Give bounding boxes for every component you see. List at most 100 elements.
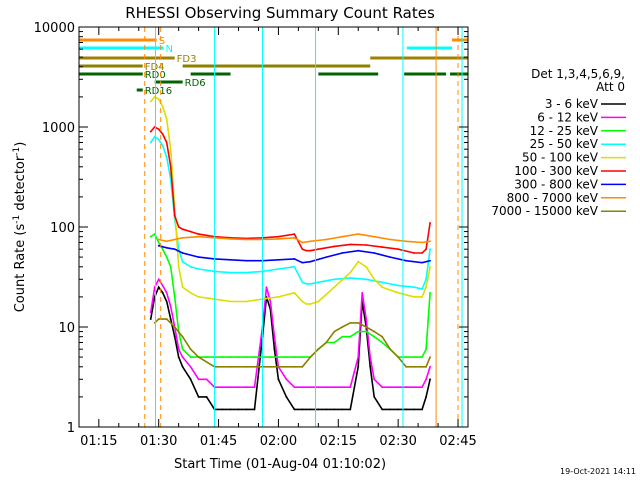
series-point (389, 386, 392, 389)
series-point (277, 365, 280, 368)
series-point (245, 238, 248, 241)
series-point (293, 257, 296, 260)
series-line (150, 125, 431, 254)
series-point (277, 258, 280, 261)
series-point (365, 278, 368, 281)
series-point (421, 252, 424, 254)
series-point (253, 408, 256, 411)
chart-title: RHESSI Observing Summary Count Rates (125, 4, 435, 22)
series-point (293, 236, 296, 239)
series-point (245, 300, 248, 303)
series-point (237, 408, 240, 411)
series-point (341, 252, 344, 254)
series-point (157, 238, 160, 241)
series-point (429, 221, 431, 224)
series-point (181, 228, 184, 231)
series-point (341, 408, 344, 411)
series-point (309, 408, 312, 411)
series-point (161, 248, 164, 251)
series-point (333, 245, 336, 248)
series-point (277, 295, 280, 298)
series-point (173, 335, 176, 338)
legend-label: 100 - 300 keV (514, 164, 598, 178)
series-point (301, 356, 304, 359)
series-point (173, 248, 176, 251)
series-point (149, 141, 152, 144)
y-tick-label: 100 (50, 221, 75, 236)
series-point (413, 408, 416, 411)
series-point (309, 282, 312, 285)
series-point (157, 128, 160, 131)
series-point (149, 130, 152, 133)
legend-header-detectors: Det 1,3,4,5,6,9, (531, 67, 625, 81)
series-point (413, 386, 416, 389)
series-point (421, 295, 424, 298)
legend-label: 3 - 6 keV (545, 97, 599, 111)
x-tick-label: 02:30 (379, 434, 416, 449)
series-point (205, 356, 208, 359)
series-point (229, 300, 232, 303)
series-point (293, 408, 296, 411)
series-point (397, 284, 400, 287)
series-point (197, 356, 200, 359)
series-point (189, 378, 192, 381)
series-line (150, 232, 431, 358)
series-point (317, 386, 320, 389)
series-point (221, 408, 224, 411)
series-point (341, 326, 344, 328)
series-point (277, 356, 280, 359)
series-point (349, 276, 352, 279)
series-point (325, 238, 328, 241)
series-point (373, 378, 376, 381)
series-point (293, 365, 296, 368)
series-point (189, 348, 192, 351)
series-point (177, 356, 180, 359)
series-point (181, 365, 184, 368)
series-point (365, 330, 368, 333)
series-point (181, 236, 184, 239)
series-point (421, 408, 424, 411)
series-point (341, 235, 344, 238)
series-point (325, 341, 328, 344)
series-point (245, 259, 248, 262)
series-point (421, 241, 424, 244)
series-point (429, 356, 431, 359)
series-point (237, 356, 240, 359)
series-point (173, 238, 176, 241)
series-point (317, 248, 320, 251)
series-point (349, 321, 352, 324)
series-point (365, 265, 368, 268)
series-point (349, 271, 352, 274)
series-point (413, 365, 416, 368)
series-point (293, 356, 296, 359)
series-point (285, 356, 288, 359)
series-point (357, 249, 360, 252)
series-point (405, 365, 408, 368)
series-point (333, 341, 336, 344)
series-point (181, 286, 184, 289)
series-point (177, 226, 180, 228)
series-point (301, 281, 304, 284)
y-tick-label: 1 (67, 421, 75, 436)
series-point (429, 240, 431, 243)
legend-label: 50 - 100 keV (522, 151, 599, 165)
series-point (357, 321, 360, 324)
series-point (205, 378, 208, 381)
series-point (413, 356, 416, 359)
series-point (161, 291, 164, 294)
series-line (154, 318, 431, 368)
series-point (429, 365, 431, 368)
series-line (150, 95, 431, 305)
series-point (421, 356, 424, 359)
series-point (421, 288, 424, 290)
series-point (229, 271, 232, 274)
series-point (165, 156, 168, 159)
series-point (157, 318, 160, 320)
series-point (429, 265, 431, 268)
series-point (181, 356, 184, 359)
series-point (181, 260, 184, 263)
series-point (357, 365, 360, 368)
series-point (229, 258, 232, 261)
series-point (161, 133, 164, 135)
